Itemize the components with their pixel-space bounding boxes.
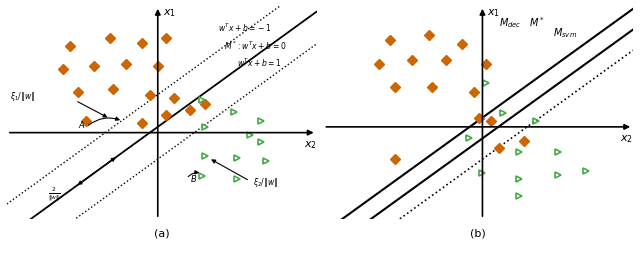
Text: $A$: $A$ [78,118,86,129]
Text: $w^Tx+b=1$: $w^Tx+b=1$ [237,56,282,69]
Text: $B$: $B$ [189,172,196,183]
Text: $\xi_2/\|w\|$: $\xi_2/\|w\|$ [253,176,278,189]
Text: $\frac{2}{\|w\|}$: $\frac{2}{\|w\|}$ [48,186,61,204]
Text: $M^*: w^Tx+b=0$: $M^*: w^Tx+b=0$ [225,39,287,51]
Text: (a): (a) [154,228,170,237]
Text: $\xi_1/\|w\|$: $\xi_1/\|w\|$ [10,90,36,103]
Text: $x_2$: $x_2$ [620,133,633,145]
Text: $M^*$: $M^*$ [529,15,545,28]
Text: $x_1$: $x_1$ [488,7,500,19]
Text: $M_{dec}$: $M_{dec}$ [499,17,522,30]
Text: $x_1$: $x_1$ [163,7,175,19]
Text: $x_2$: $x_2$ [303,139,317,151]
Text: $M_{svm}$: $M_{svm}$ [553,26,577,39]
Text: (b): (b) [470,228,486,237]
Text: $w^Tx+b=-1$: $w^Tx+b=-1$ [218,22,272,34]
